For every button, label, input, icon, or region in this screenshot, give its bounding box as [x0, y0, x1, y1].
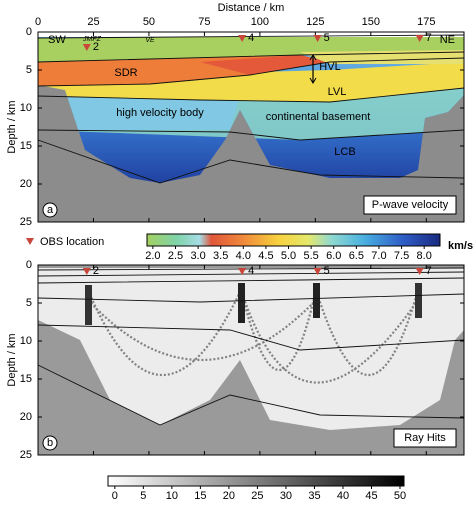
x-axis-label: Distance / km: [218, 2, 285, 14]
obs-marker: [238, 268, 247, 275]
x-tick-label: 25: [87, 16, 99, 28]
y-tick-label: 0: [26, 26, 32, 38]
colorbar-tick-label: 15: [194, 490, 206, 500]
colorbar-tick-label: 5.5: [303, 250, 318, 262]
obs-marker: [415, 268, 424, 275]
colorbar-tick-label: 20: [223, 490, 235, 500]
frame-b: [37, 264, 465, 456]
colorbar-tick-label: 10: [166, 490, 178, 500]
annotation: high velocity body: [116, 107, 204, 119]
ray-hits-image: [37, 265, 465, 455]
colorbar-tick-label: 7.0: [371, 250, 386, 262]
station-label: 4: [248, 265, 254, 277]
y-axis-label: Depth / km: [6, 333, 18, 386]
x-tick-label: 0: [35, 16, 41, 28]
annotation: JMFZ: [82, 36, 102, 43]
annotation: VE: [145, 37, 155, 44]
obs-marker: [82, 268, 91, 275]
legend-label: OBS location: [40, 236, 104, 248]
y-tick-label: 10: [20, 102, 32, 114]
colorbar: [146, 233, 441, 247]
panel-letter: b: [47, 437, 53, 449]
annotation: HVL: [319, 61, 340, 73]
annotation: LCB: [334, 146, 355, 158]
colorbar-tick-label: 8.0: [417, 250, 432, 262]
colorbar-tick-label: 3.0: [190, 250, 205, 262]
station-label: 2: [93, 41, 99, 53]
y-tick-label: 15: [20, 140, 32, 152]
panel-letter-circle: [42, 435, 58, 451]
station-label: 5: [324, 265, 330, 277]
colorbar-tick-label: 50: [394, 490, 406, 500]
y-tick-label: 0: [26, 259, 32, 271]
y-tick-label: 25: [20, 216, 32, 228]
colorbar-tick-label: 2.0: [145, 250, 160, 262]
x-tick-label: 125: [306, 16, 324, 28]
y-axis-label: Depth / km: [6, 100, 18, 153]
colorbar-tick-label: 4.5: [258, 250, 273, 262]
x-tick-label: 175: [417, 16, 435, 28]
station-label: 7: [426, 32, 432, 44]
colorbar-unit: km/s: [448, 240, 473, 252]
frame-a: [37, 31, 465, 223]
colorbar-tick-label: 30: [280, 490, 292, 500]
annotation: continental basement: [266, 111, 371, 123]
panel-letter: a: [47, 204, 54, 216]
station-label: 5: [324, 32, 330, 44]
x-tick-label: 150: [362, 16, 380, 28]
y-tick-label: 5: [26, 297, 32, 309]
obs-marker: [415, 35, 424, 42]
colorbar-tick-label: 5: [140, 490, 146, 500]
y-tick-label: 20: [20, 411, 32, 423]
colorbar-tick-label: 4.0: [236, 250, 251, 262]
station-label: 4: [248, 32, 254, 44]
colorbar-tick-label: 2.5: [168, 250, 183, 262]
annotation: SDR: [114, 67, 137, 79]
panel-title: P-wave velocity: [372, 199, 449, 211]
x-tick-label: 75: [198, 16, 210, 28]
colorbar-tick-label: 35: [308, 490, 320, 500]
colorbar-tick-label: 40: [337, 490, 349, 500]
colorbar-tick-label: 25: [251, 490, 263, 500]
obs-marker: [82, 44, 91, 51]
panel-title: Ray Hits: [404, 432, 446, 444]
panel-letter-circle: [42, 202, 58, 218]
annotation: SW: [48, 34, 66, 46]
annotation: LVL: [328, 86, 347, 98]
colorbar-tick-label: 0: [112, 490, 118, 500]
colorbar-tick-label: 7.5: [394, 250, 409, 262]
obs-marker: [313, 268, 322, 275]
x-tick-label: 50: [143, 16, 155, 28]
legend-marker: [26, 238, 34, 245]
station-label: 7: [426, 265, 432, 277]
colorbar-tick-label: 5.0: [281, 250, 296, 262]
colorbar: [107, 475, 405, 487]
y-tick-label: 15: [20, 373, 32, 385]
velocity-image: [37, 32, 465, 222]
x-tick-label: 100: [251, 16, 269, 28]
colorbar-tick-label: 45: [365, 490, 377, 500]
colorbar-tick-label: 6.0: [326, 250, 341, 262]
y-tick-label: 20: [20, 178, 32, 190]
annotation: NE: [440, 34, 455, 46]
colorbar-tick-label: 3.5: [213, 250, 228, 262]
y-tick-label: 5: [26, 64, 32, 76]
obs-marker: [313, 35, 322, 42]
obs-marker: [238, 35, 247, 42]
y-tick-label: 25: [20, 449, 32, 461]
station-label: 2: [93, 265, 99, 277]
title-box: [393, 428, 457, 448]
y-tick-label: 10: [20, 335, 32, 347]
title-box: [363, 195, 457, 215]
colorbar-tick-label: 6.5: [349, 250, 364, 262]
